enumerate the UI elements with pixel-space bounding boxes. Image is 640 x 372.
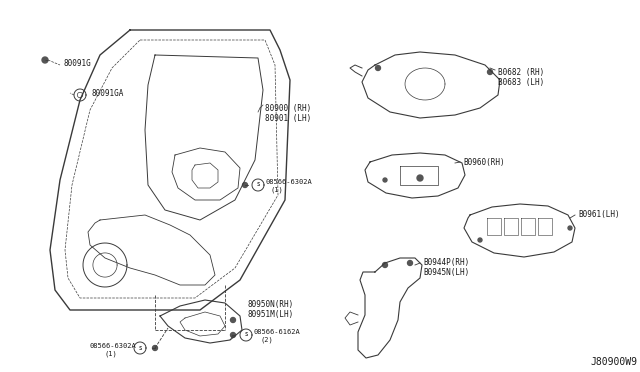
Text: S: S — [138, 346, 141, 350]
Polygon shape — [152, 346, 157, 350]
Text: 80901 (LH): 80901 (LH) — [265, 113, 311, 122]
Text: B0961(LH): B0961(LH) — [578, 211, 620, 219]
Text: B0945N(LH): B0945N(LH) — [423, 267, 469, 276]
Text: 80951M(LH): 80951M(LH) — [248, 311, 294, 320]
Text: S: S — [244, 333, 248, 337]
Text: 08566-6302A: 08566-6302A — [90, 343, 137, 349]
Polygon shape — [488, 70, 493, 74]
Polygon shape — [568, 226, 572, 230]
Polygon shape — [478, 238, 482, 242]
Polygon shape — [383, 178, 387, 182]
Text: J80900W9: J80900W9 — [590, 357, 637, 367]
Polygon shape — [383, 263, 387, 267]
Polygon shape — [230, 318, 236, 323]
Text: 80091G: 80091G — [63, 58, 91, 67]
Polygon shape — [376, 65, 381, 70]
Polygon shape — [243, 183, 248, 187]
Text: 80950N(RH): 80950N(RH) — [248, 301, 294, 310]
Polygon shape — [417, 175, 423, 181]
Text: B0960(RH): B0960(RH) — [463, 157, 504, 167]
Text: 08566-6162A: 08566-6162A — [254, 329, 301, 335]
Text: B0944P(RH): B0944P(RH) — [423, 257, 469, 266]
Text: 80900 (RH): 80900 (RH) — [265, 103, 311, 112]
Text: B0682 (RH): B0682 (RH) — [498, 67, 544, 77]
Text: (1): (1) — [105, 351, 118, 357]
Text: (2): (2) — [260, 337, 273, 343]
Text: 80091GA: 80091GA — [92, 90, 124, 99]
Polygon shape — [230, 333, 236, 337]
Text: 08566-6302A: 08566-6302A — [266, 179, 313, 185]
Polygon shape — [42, 57, 48, 63]
Polygon shape — [408, 260, 413, 266]
Text: (1): (1) — [271, 187, 284, 193]
Text: B0683 (LH): B0683 (LH) — [498, 77, 544, 87]
Text: S: S — [257, 183, 260, 187]
